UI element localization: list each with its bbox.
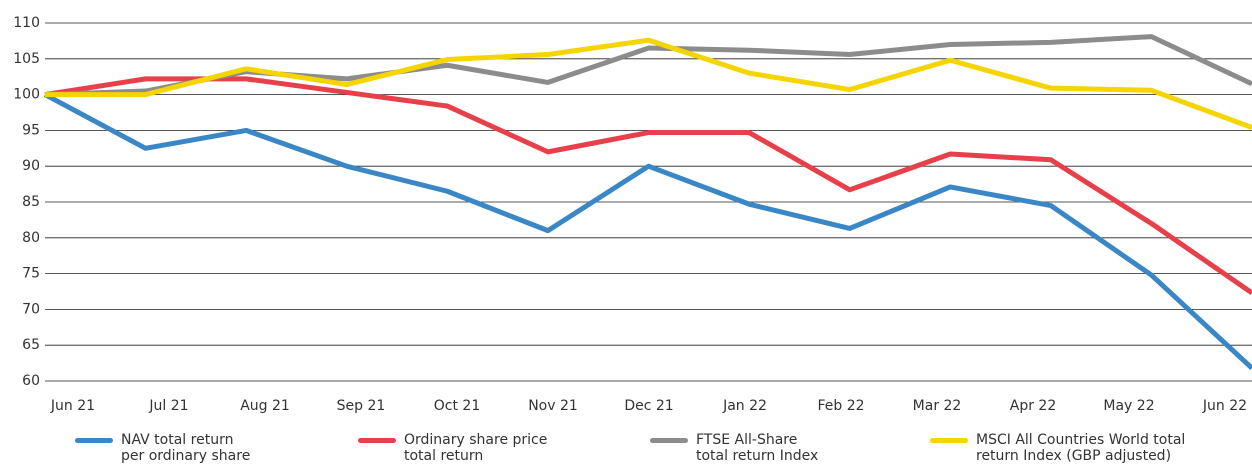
y-tick-label: 80 (22, 230, 40, 246)
x-tick-label: Mar 22 (913, 398, 962, 414)
x-tick-label: May 22 (1103, 398, 1154, 414)
legend-swatch (358, 438, 396, 443)
y-tick-label: 90 (22, 158, 40, 174)
legend-item: NAV total return per ordinary share (75, 432, 256, 464)
y-tick-label: 70 (22, 301, 40, 317)
legend-item: FTSE All-Share total return Index (650, 432, 821, 464)
legend-swatch (650, 438, 688, 443)
y-tick-label: 110 (13, 15, 40, 31)
x-tick-label: Nov 21 (528, 398, 578, 414)
x-tick-label: Feb 22 (817, 398, 864, 414)
x-tick-label: Dec 21 (624, 398, 673, 414)
x-tick-label: Aug 21 (240, 398, 290, 414)
legend-swatch (930, 438, 968, 443)
y-tick-label: 100 (13, 87, 40, 103)
y-tick-label: 85 (22, 194, 40, 210)
y-tick-label: 95 (22, 122, 40, 138)
x-tick-label: Sep 21 (337, 398, 386, 414)
legend-swatch (75, 438, 113, 443)
x-tick-label: Jun 21 (50, 398, 95, 414)
x-tick-label: Oct 21 (434, 398, 480, 414)
x-tick-label: Apr 22 (1010, 398, 1056, 414)
x-tick-label: Jun 22 (1202, 398, 1247, 414)
series-line (45, 37, 1252, 130)
y-tick-label: 105 (13, 51, 40, 67)
x-tick-label: Jan 22 (722, 398, 767, 414)
y-tick-label: 60 (22, 373, 40, 389)
series-line (43, 92, 1252, 370)
series-line (44, 76, 1252, 295)
legend-label: Ordinary share price total return (404, 432, 548, 464)
legend-item: MSCI All Countries World total return In… (930, 432, 1221, 464)
y-tick-label: 75 (22, 266, 40, 282)
legend-label: MSCI All Countries World total return In… (976, 432, 1186, 464)
x-tick-label: Jul 21 (148, 398, 188, 414)
series-line (44, 34, 1252, 98)
legend-label: NAV total return per ordinary share (121, 432, 251, 464)
legend-label: FTSE All-Share total return Index (696, 432, 819, 464)
y-tick-label: 65 (22, 337, 40, 353)
legend-item: Ordinary share price total return (358, 432, 554, 464)
